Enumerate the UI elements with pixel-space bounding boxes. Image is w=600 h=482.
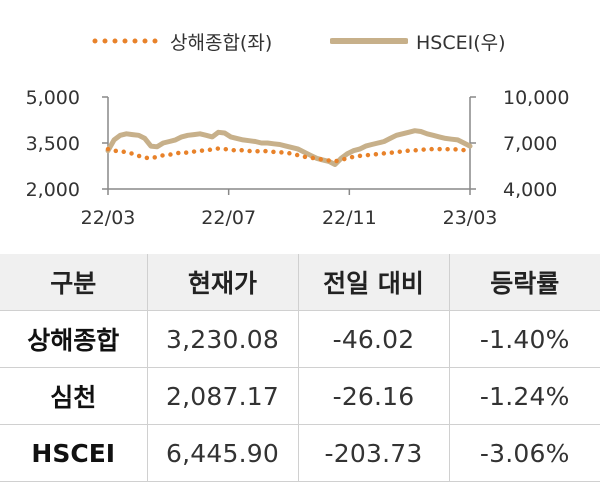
y-left-tick-label: 5,000 [26,87,80,109]
row-name: 상해종합 [0,310,148,368]
y-right-tick-label: 7,000 [503,133,557,155]
table-row: HSCEI 6,445.90 -203.73 -3.06% [0,424,600,482]
table-header-row: 구분 현재가 전일 대비 등락률 [0,254,600,311]
table-header-cell: 등락률 [449,254,600,311]
legend-item-hscei: HSCEI(우) [330,26,506,56]
legend-item-shanghai: 상해종합(좌) [92,26,272,56]
y-right-tick-label: 10,000 [503,87,569,109]
table-header-cell: 현재가 [147,254,299,311]
table-header-cell: 구분 [0,254,148,311]
current-price: 2,087.17 [147,367,299,425]
legend-label-hscei: HSCEI(우) [416,31,506,54]
table-row: 심천 2,087.17 -26.16 -1.24% [0,367,600,425]
y-left-tick-label: 3,500 [26,133,80,155]
x-tick-label: 22/07 [201,207,256,229]
table-header-cell: 전일 대비 [298,254,450,311]
chart-legend: 상해종합(좌) HSCEI(우) [0,26,600,56]
current-price: 6,445.90 [147,424,299,482]
legend-label-shanghai: 상해종합(좌) [170,31,273,54]
series-line-shanghai [105,146,473,164]
x-tick-label: 22/11 [322,207,377,229]
series-line-hscei [105,128,473,167]
current-price: 3,230.08 [147,310,299,368]
change-rate: -1.40% [449,310,600,368]
legend-swatch-dotted [92,38,162,44]
row-name: HSCEI [0,424,148,482]
y-right-tick-label: 4,000 [503,179,557,201]
legend-swatch-solid [330,38,408,44]
change-value: -203.73 [298,424,450,482]
row-name: 심천 [0,367,148,425]
change-rate: -3.06% [449,424,600,482]
change-rate: -1.24% [449,367,600,425]
dual-axis-line-chart: 5,000 3,500 2,000 10,000 7,000 4,000 22/03 22/0… [26,87,570,229]
index-quote-table: 구분 현재가 전일 대비 등락률 상해종합 3,230.08 -46.02 -1… [0,254,600,482]
change-value: -26.16 [298,367,450,425]
x-tick-label: 22/03 [81,207,136,229]
table-row: 상해종합 3,230.08 -46.02 -1.40% [0,310,600,368]
x-tick-label: 23/03 [443,207,498,229]
change-value: -46.02 [298,310,450,368]
y-left-tick-label: 2,000 [26,179,80,201]
